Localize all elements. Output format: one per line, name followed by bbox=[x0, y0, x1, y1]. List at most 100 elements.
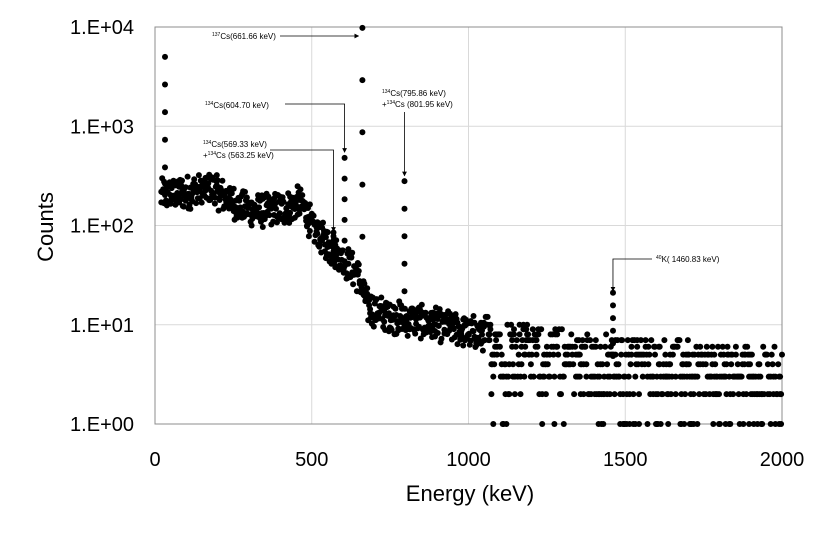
data-point bbox=[359, 286, 366, 292]
data-point bbox=[719, 343, 726, 350]
data-point bbox=[359, 77, 366, 84]
data-point bbox=[310, 212, 317, 219]
data-point bbox=[167, 200, 174, 207]
data-point bbox=[305, 233, 312, 240]
data-point bbox=[624, 337, 631, 344]
data-point bbox=[743, 391, 750, 398]
data-point bbox=[517, 391, 524, 398]
data-point bbox=[302, 200, 309, 206]
data-point bbox=[724, 343, 731, 350]
data-point bbox=[571, 391, 578, 398]
data-point bbox=[533, 351, 540, 358]
data-point bbox=[508, 321, 515, 328]
annotation-cs137: 137Cs(661.66 keV) bbox=[212, 32, 276, 41]
data-point bbox=[768, 351, 775, 358]
data-point bbox=[341, 175, 348, 182]
data-point bbox=[180, 203, 187, 210]
data-point bbox=[184, 173, 191, 180]
data-point bbox=[512, 343, 519, 350]
data-point bbox=[727, 421, 734, 427]
data-point bbox=[738, 373, 745, 380]
data-point bbox=[228, 190, 235, 197]
data-point bbox=[401, 288, 408, 295]
data-point bbox=[486, 337, 493, 344]
data-point bbox=[479, 331, 485, 338]
data-point bbox=[756, 361, 763, 368]
data-point bbox=[764, 361, 771, 368]
data-point bbox=[314, 230, 321, 237]
data-point bbox=[178, 196, 184, 203]
data-point bbox=[656, 343, 663, 350]
y-axis-ticks: 1.E+00 1.E+01 1.E+02 1.E+03 1.E+04 bbox=[70, 17, 134, 436]
data-point bbox=[467, 337, 474, 344]
data-point bbox=[280, 198, 287, 205]
data-point bbox=[676, 337, 683, 344]
data-point bbox=[715, 343, 721, 350]
data-point bbox=[355, 261, 362, 268]
data-point bbox=[659, 391, 666, 398]
data-point bbox=[734, 361, 741, 368]
y-tick-label: 1.E+03 bbox=[70, 116, 134, 138]
data-point bbox=[669, 351, 676, 358]
data-point bbox=[450, 325, 457, 332]
data-point bbox=[473, 342, 480, 349]
data-point bbox=[297, 186, 304, 193]
data-point bbox=[644, 421, 651, 427]
data-point bbox=[767, 421, 774, 427]
annotation-k40: 40K( 1460.83 keV) bbox=[656, 255, 720, 264]
data-point bbox=[243, 194, 250, 201]
data-point bbox=[603, 331, 610, 338]
data-point bbox=[760, 343, 767, 350]
data-point bbox=[709, 343, 716, 350]
data-point bbox=[306, 201, 313, 208]
data-point bbox=[322, 234, 329, 241]
data-point bbox=[674, 343, 681, 350]
data-point bbox=[645, 343, 652, 350]
data-point bbox=[599, 361, 606, 368]
data-point bbox=[274, 219, 280, 226]
data-point bbox=[404, 332, 411, 339]
data-point bbox=[716, 391, 722, 398]
data-point bbox=[570, 361, 577, 368]
data-point bbox=[494, 351, 500, 358]
data-point bbox=[778, 421, 785, 427]
data-point bbox=[170, 177, 177, 184]
data-point bbox=[619, 337, 626, 344]
data-point bbox=[596, 373, 603, 380]
data-point bbox=[276, 210, 283, 217]
data-point bbox=[162, 109, 168, 116]
data-point bbox=[712, 361, 719, 368]
data-point bbox=[487, 321, 494, 328]
plot-area-border bbox=[154, 26, 783, 425]
data-point bbox=[364, 285, 371, 292]
data-point bbox=[533, 337, 540, 344]
data-point bbox=[513, 337, 520, 344]
data-point bbox=[668, 391, 674, 398]
data-point bbox=[259, 224, 266, 230]
data-point bbox=[560, 421, 567, 427]
data-point bbox=[610, 353, 616, 359]
data-point bbox=[632, 373, 639, 380]
data-point bbox=[583, 373, 590, 380]
data-point bbox=[388, 326, 395, 333]
data-point bbox=[470, 328, 477, 335]
data-point bbox=[546, 373, 553, 380]
data-point bbox=[525, 331, 532, 338]
data-point bbox=[401, 315, 408, 322]
data-point bbox=[486, 331, 493, 338]
data-point bbox=[576, 373, 583, 380]
data-point bbox=[759, 421, 766, 427]
data-point bbox=[723, 361, 730, 368]
annotation-cs134-569: 134Cs(569.33 keV) bbox=[203, 140, 267, 149]
data-point bbox=[600, 421, 607, 427]
data-point bbox=[628, 343, 635, 350]
data-point bbox=[232, 204, 239, 211]
data-point bbox=[179, 177, 185, 184]
data-point bbox=[418, 301, 425, 308]
data-point bbox=[661, 337, 668, 344]
data-point bbox=[523, 326, 530, 333]
data-point bbox=[681, 421, 688, 427]
data-point bbox=[373, 296, 380, 303]
data-point bbox=[438, 335, 445, 342]
